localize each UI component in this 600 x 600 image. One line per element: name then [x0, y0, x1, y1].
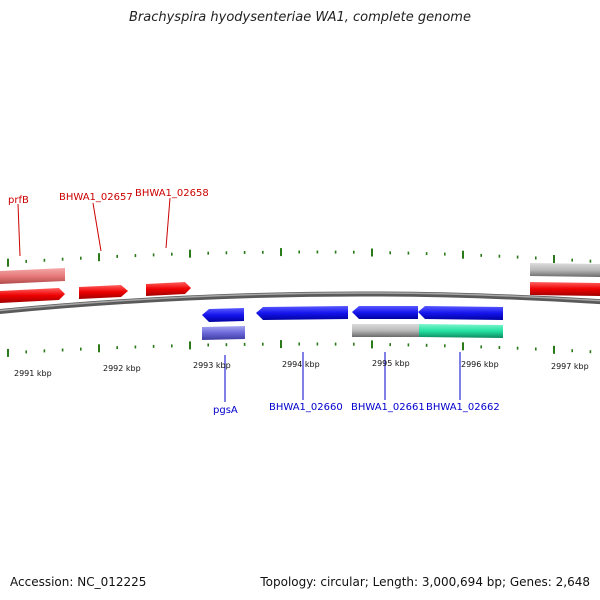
gene-rna-top-left [0, 268, 65, 284]
genome-backbone [0, 291, 600, 315]
gene-label-pgsA: pgsA [213, 405, 238, 416]
outer-tick-marks [7, 248, 592, 267]
gene-BHWA1_02660 [256, 306, 348, 320]
topology-text: Topology: circular; Length: 3,000,694 bp… [260, 575, 590, 589]
scale-label-2994: 2994 kbp [282, 360, 320, 369]
gene-pgsA [202, 308, 244, 322]
gene-label-prfB: prfB [8, 195, 29, 206]
gene-BHWA1_02661-rna [352, 324, 419, 337]
gene-label-BHWA1_02657: BHWA1_02657 [59, 192, 133, 203]
gene-BHWA1_02661 [352, 306, 418, 319]
scale-label-2991: 2991 kbp [14, 369, 52, 378]
leader-line-BHWA1_02658 [165, 197, 171, 249]
scale-label-2995: 2995 kbp [372, 359, 410, 368]
gene-rna-top-right [530, 263, 600, 277]
gene-pgsA-rna [202, 326, 245, 340]
scale-label-2992: 2992 kbp [103, 364, 141, 373]
scale-label-2996: 2996 kbp [461, 360, 499, 369]
genome-title: Brachyspira hyodysenteriae WA1, complete… [129, 10, 471, 25]
gene-label-BHWA1_02661: BHWA1_02661 [351, 402, 425, 413]
gene-label-BHWA1_02660: BHWA1_02660 [269, 402, 343, 413]
leader-line-BHWA1_02657 [92, 202, 102, 252]
inner-tick-marks [7, 340, 592, 357]
gene-label-BHWA1_02658: BHWA1_02658 [135, 188, 209, 199]
scale-label-2997: 2997 kbp [551, 362, 589, 371]
gene-BHWA1_02662-rna [419, 324, 503, 338]
leader-line-prfB [17, 203, 21, 257]
gene-prfB [0, 288, 65, 303]
genome-backbone-highlight [0, 292, 600, 312]
gene-label-BHWA1_02662: BHWA1_02662 [426, 402, 500, 413]
accession-text: Accession: NC_012225 [10, 575, 147, 589]
gene-BHWA1_02657 [79, 285, 128, 299]
gene-BHWA1_02662 [418, 306, 503, 320]
scale-label-2993: 2993 kbp [193, 361, 231, 370]
gene-forward-right [530, 282, 600, 296]
gene-BHWA1_02658 [146, 282, 191, 296]
